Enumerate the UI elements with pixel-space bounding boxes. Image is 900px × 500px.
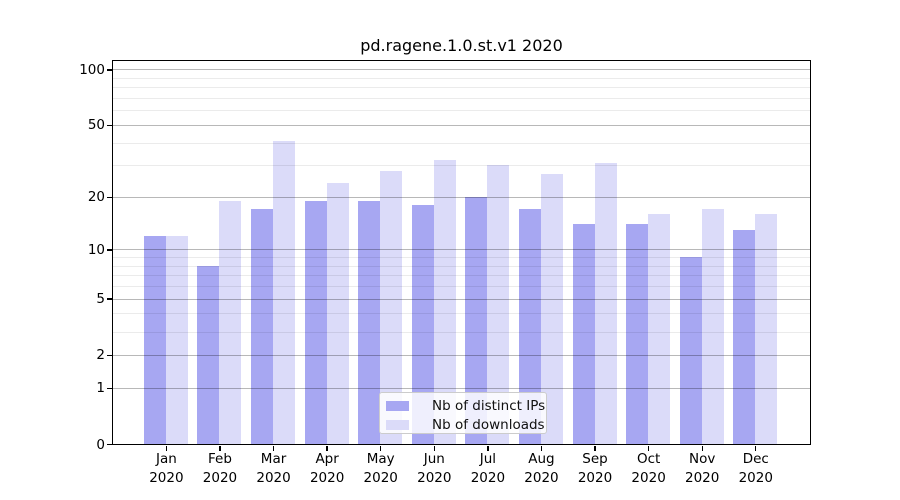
- y-tick-label-50: 50: [87, 117, 105, 134]
- x-tick-label-may: May 2020: [363, 451, 398, 486]
- bar-downloads-jan: [165, 235, 188, 444]
- bar-ips-jun: [411, 205, 434, 444]
- x-tick-label-dec: Dec 2020: [738, 451, 773, 486]
- bar-ips-sep: [572, 224, 595, 444]
- y-tick-label-1: 1: [96, 380, 105, 397]
- bar-ips-aug: [518, 209, 541, 444]
- bar-ips-nov: [679, 257, 702, 444]
- legend-label-downloads: Nb of downloads: [432, 417, 545, 433]
- y-tick-mark-10: [106, 249, 112, 251]
- x-tick-mark-may: [380, 446, 382, 451]
- bar-downloads-aug: [540, 173, 563, 444]
- x-tick-label-jul: Jul 2020: [470, 451, 506, 486]
- y-tick-mark-0: [106, 443, 112, 446]
- y-tick-label-20: 20: [87, 189, 105, 206]
- bar-downloads-jul: [487, 165, 510, 444]
- gridline-90: [112, 77, 810, 79]
- gridline-50: [112, 124, 810, 126]
- legend-label-distinct-ips: Nb of distinct IPs: [432, 398, 546, 414]
- bar-ips-apr: [304, 200, 327, 444]
- x-tick-mark-jul: [487, 446, 489, 451]
- gridline-100: [112, 69, 810, 71]
- bar-downloads-sep: [594, 162, 617, 444]
- bar-downloads-oct: [648, 214, 671, 444]
- x-tick-mark-aug: [540, 446, 543, 451]
- x-tick-mark-feb: [219, 446, 221, 451]
- y-tick-mark-2: [106, 354, 112, 357]
- bar-downloads-feb: [219, 200, 242, 444]
- plot-area: [111, 59, 811, 445]
- x-tick-mark-oct: [647, 446, 650, 451]
- gridline-80: [112, 87, 810, 89]
- legend-swatch-downloads: [386, 420, 409, 430]
- gridline-20: [112, 196, 810, 198]
- x-tick-mark-jan: [165, 446, 168, 451]
- legend-entry-downloads: Nb of downloads: [386, 417, 545, 433]
- y-tick-label-100: 100: [79, 61, 105, 78]
- x-tick-label-aug: Aug 2020: [524, 451, 559, 486]
- gridline-30: [112, 165, 810, 167]
- x-tick-label-oct: Oct 2020: [631, 451, 666, 486]
- y-tick-label-2: 2: [96, 347, 105, 364]
- bar-ips-jan: [143, 235, 166, 444]
- x-tick-mark-sep: [594, 446, 596, 451]
- x-tick-mark-jun: [433, 446, 435, 451]
- bar-downloads-dec: [755, 214, 778, 444]
- chart-title: pd.ragene.1.0.st.v1 2020: [360, 36, 563, 55]
- y-tick-mark-100: [106, 69, 112, 71]
- bar-downloads-may: [380, 170, 403, 444]
- bar-downloads-jun: [433, 160, 456, 444]
- y-tick-mark-1: [106, 387, 112, 389]
- x-tick-mark-apr: [326, 446, 328, 451]
- x-tick-mark-mar: [272, 446, 275, 451]
- bar-downloads-apr: [326, 182, 349, 444]
- y-tick-label-0: 0: [96, 436, 105, 453]
- x-tick-mark-nov: [701, 446, 703, 451]
- legend: Nb of distinct IPs Nb of downloads: [379, 392, 547, 434]
- bar-ips-may: [358, 200, 381, 444]
- gridline-60: [112, 110, 810, 112]
- bar-ips-jul: [465, 196, 488, 444]
- x-tick-label-apr: Apr 2020: [309, 451, 345, 486]
- x-tick-label-sep: Sep 2020: [577, 451, 613, 486]
- bar-ips-feb: [197, 265, 220, 444]
- legend-swatch-distinct-ips: [386, 401, 409, 411]
- bar-downloads-mar: [273, 140, 296, 444]
- x-tick-label-nov: Nov 2020: [685, 451, 720, 486]
- gridline-40: [112, 142, 810, 144]
- x-tick-label-feb: Feb 2020: [202, 451, 238, 486]
- bar-downloads-nov: [701, 209, 724, 444]
- legend-entry-distinct-ips: Nb of distinct IPs: [386, 398, 545, 414]
- y-tick-mark-50: [106, 124, 112, 127]
- y-tick-label-5: 5: [96, 291, 105, 308]
- bar-ips-dec: [733, 229, 756, 444]
- gridline-70: [112, 98, 810, 100]
- x-tick-mark-dec: [755, 446, 757, 451]
- bar-ips-mar: [251, 209, 274, 444]
- bar-ips-oct: [626, 224, 649, 444]
- x-tick-label-jan: Jan 2020: [149, 451, 184, 486]
- y-tick-mark-20: [106, 196, 112, 199]
- y-tick-mark-5: [106, 298, 112, 300]
- y-tick-label-10: 10: [87, 241, 105, 258]
- x-tick-label-mar: Mar 2020: [256, 451, 291, 486]
- x-tick-label-jun: Jun 2020: [417, 451, 452, 486]
